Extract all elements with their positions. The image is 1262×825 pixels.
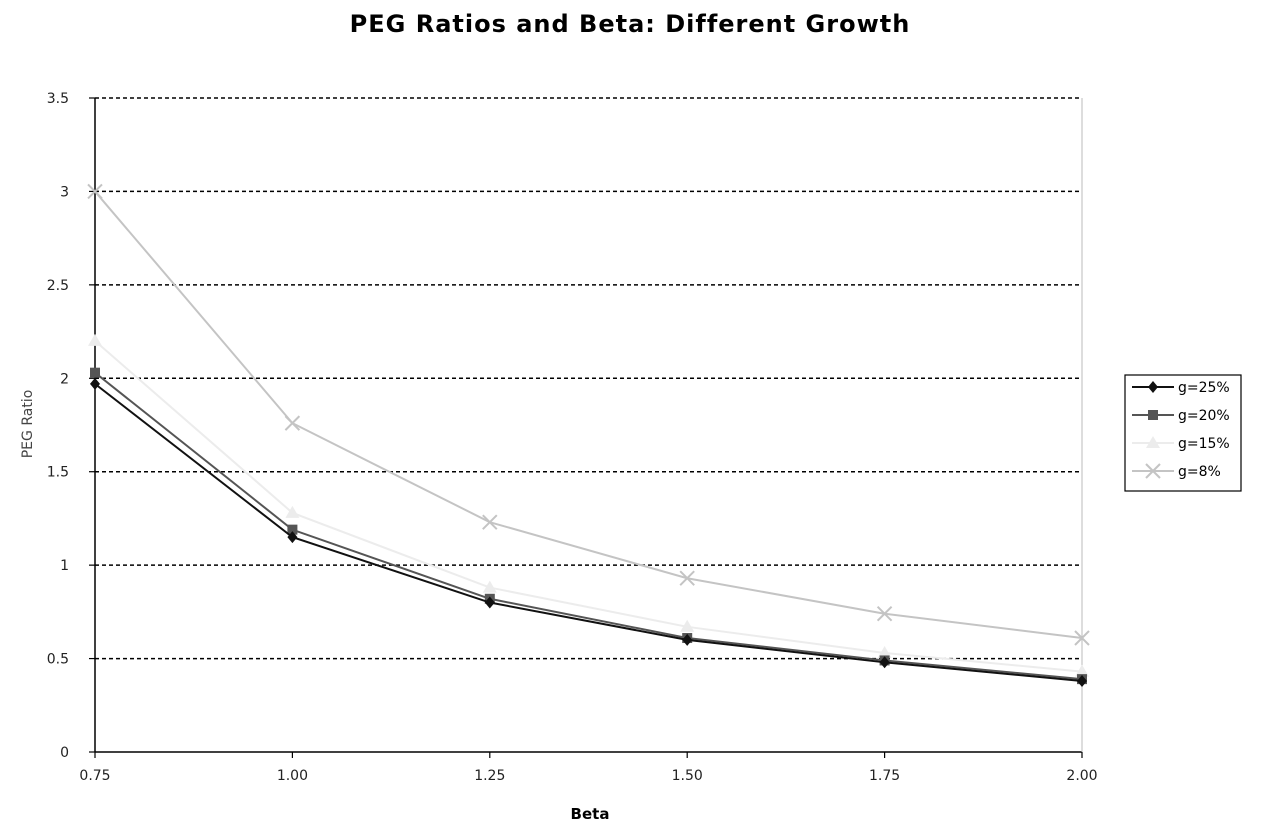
y-tick-label: 1.5 xyxy=(47,465,69,481)
y-tick-label: 1 xyxy=(60,558,69,574)
data-point xyxy=(90,367,100,378)
y-axis-title: PEG Ratio xyxy=(20,390,36,459)
data-point xyxy=(877,645,892,658)
data-point xyxy=(1075,664,1089,677)
legend-marker xyxy=(1145,463,1161,479)
series-line xyxy=(94,190,1083,640)
series-3 xyxy=(87,183,1090,646)
series-1 xyxy=(90,367,1087,685)
data-point xyxy=(680,619,695,632)
legend-label: g=8% xyxy=(1178,464,1221,480)
y-tick-label: 2 xyxy=(60,371,69,387)
data-point xyxy=(682,633,693,646)
series-2 xyxy=(88,333,1089,677)
chart-title: PEG Ratios and Beta: Different Growth xyxy=(350,10,911,38)
gridlines xyxy=(95,97,1082,660)
series-line xyxy=(94,340,1083,673)
data-point xyxy=(90,377,100,390)
legend-entry: g=15% xyxy=(1132,436,1230,452)
data-point xyxy=(287,531,298,544)
x-ticks: 0.75 1.00 1.25 1.50 1.75 2.00 xyxy=(79,752,1098,784)
data-point xyxy=(876,606,893,622)
y-tick-label: 0.5 xyxy=(47,652,69,668)
series-line xyxy=(94,371,1083,681)
axes xyxy=(94,98,1083,753)
data-point xyxy=(88,333,102,346)
x-tick-label: 0.75 xyxy=(79,768,110,784)
data-point xyxy=(484,596,495,609)
legend-entry: g=25% xyxy=(1132,380,1230,396)
data-point xyxy=(1077,674,1087,687)
x-tick-label: 1.25 xyxy=(474,768,505,784)
legend-label: g=15% xyxy=(1178,436,1230,452)
y-tick-label: 3 xyxy=(60,184,69,200)
data-point xyxy=(679,570,695,586)
y-tick-label: 2.5 xyxy=(47,278,69,294)
data-point xyxy=(482,514,498,530)
series-line xyxy=(94,383,1083,682)
x-tick-label: 1.75 xyxy=(869,768,900,784)
y-ticks: 0 0.5 1 1.5 2 2.5 3 3.5 xyxy=(47,91,95,761)
y-tick-label: 3.5 xyxy=(47,91,69,107)
legend-label: g=25% xyxy=(1178,380,1230,396)
data-point xyxy=(879,656,890,669)
legend-marker xyxy=(1148,381,1158,393)
series-0 xyxy=(90,377,1087,687)
y-tick-label: 0 xyxy=(60,745,69,761)
data-point xyxy=(1074,630,1090,646)
legend-label: g=20% xyxy=(1178,408,1230,424)
data-point xyxy=(287,524,298,535)
x-tick-label: 1.50 xyxy=(672,768,703,784)
legend: g=25% g=20% g=15% g=8% xyxy=(1124,374,1242,492)
x-tick-label: 1.00 xyxy=(277,768,308,784)
legend-entry: g=20% xyxy=(1132,408,1230,424)
data-point xyxy=(285,505,300,518)
data-point xyxy=(284,415,301,431)
data-point xyxy=(482,580,497,593)
legend-marker xyxy=(1148,410,1158,420)
series-lines xyxy=(87,183,1090,687)
legend-entry: g=8% xyxy=(1132,463,1221,480)
x-tick-label: 2.00 xyxy=(1066,768,1097,784)
data-point xyxy=(87,183,103,200)
x-axis-title: Beta xyxy=(571,805,610,823)
legend-marker xyxy=(1146,436,1160,448)
